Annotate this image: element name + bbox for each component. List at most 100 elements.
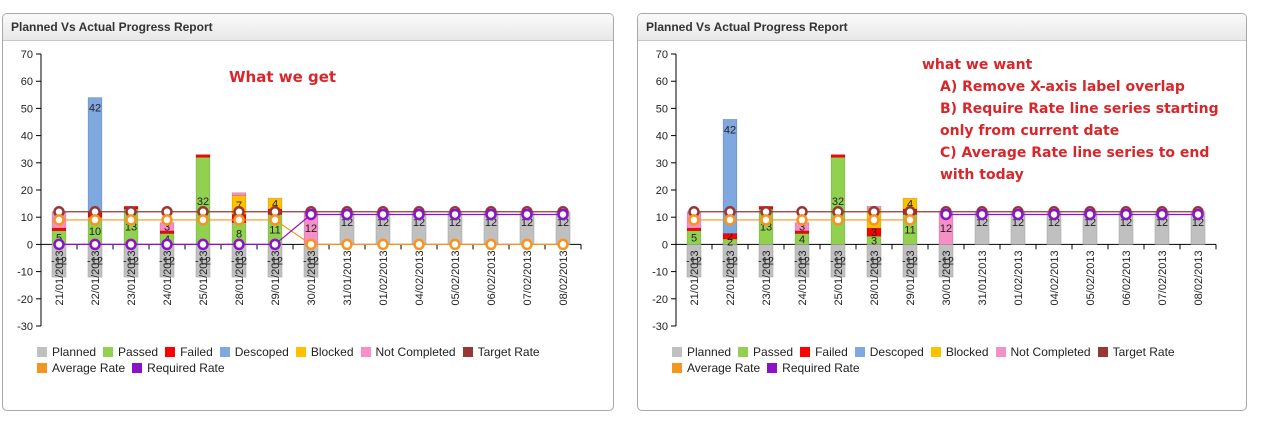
legend-item[interactable]: Average Rate — [37, 360, 125, 376]
bar-label-passed: 3 — [871, 235, 877, 247]
y-tick-label: 30 — [656, 158, 668, 170]
y-tick-label: 70 — [21, 49, 33, 61]
chart-svg: -30-20-10010203040506070-1256-1210242-12… — [17, 49, 582, 333]
marker-required-rate — [341, 208, 353, 221]
legend-label: Planned — [687, 345, 732, 359]
legend-label: Planned — [52, 345, 97, 359]
x-tick-label: 28/01/2013 — [869, 250, 881, 305]
legend-item[interactable]: Passed — [103, 344, 158, 360]
bar-label-planned: -12 — [123, 256, 139, 268]
marker-average-rate — [269, 214, 281, 226]
x-tick-label: 24/01/2013 — [797, 250, 809, 305]
x-tick-label: 30/01/2013 — [306, 250, 318, 305]
legend-item[interactable]: Required Rate — [132, 360, 225, 376]
annotation-line: What we get — [229, 68, 337, 86]
legend-label: Required Rate — [782, 361, 860, 375]
y-tick-label: -10 — [652, 267, 668, 279]
legend-item[interactable]: Not Completed — [995, 344, 1091, 360]
marker-required-rate — [1012, 208, 1024, 221]
y-tick-label: 40 — [656, 131, 668, 143]
legend-item[interactable]: Blocked — [295, 344, 354, 360]
legend-item[interactable]: Descoped — [854, 344, 924, 360]
legend-swatch — [295, 347, 306, 357]
bar-failed — [686, 227, 702, 232]
legend-item[interactable]: Blocked — [930, 344, 989, 360]
legend-item[interactable]: Failed — [165, 344, 213, 360]
legend-swatch — [37, 347, 47, 357]
marker-required-rate — [305, 208, 317, 221]
marker-average-rate — [449, 238, 461, 251]
bar-label-planned: 12 — [1048, 217, 1060, 229]
marker-required-rate — [197, 238, 209, 251]
x-tick-label: 01/02/2013 — [378, 250, 390, 305]
legend-swatch — [767, 363, 778, 373]
x-tick-label: 05/02/2013 — [450, 250, 462, 305]
legend-swatch — [360, 347, 371, 357]
marker-average-rate — [688, 214, 700, 226]
bar-label-planned: 12 — [521, 217, 533, 229]
legend-item[interactable]: Descoped — [219, 344, 289, 360]
legend-swatch — [132, 363, 143, 373]
marker-average-rate — [161, 214, 173, 226]
annotation-line: B) Require Rate line series starting — [940, 101, 1219, 117]
y-tick-label: 50 — [656, 103, 668, 115]
bar-label-passed: 5 — [691, 233, 697, 245]
marker-required-rate — [377, 208, 389, 221]
marker-average-rate — [305, 238, 317, 251]
legend-item[interactable]: Not Completed — [360, 344, 456, 360]
marker-required-rate — [940, 208, 952, 221]
legend-item[interactable]: Average Rate — [672, 360, 760, 376]
bar-label-not-completed: 3 — [799, 222, 805, 234]
bar-label-planned: 12 — [1156, 217, 1168, 229]
bar-label-passed: 11 — [904, 224, 915, 236]
marker-average-rate — [904, 214, 916, 226]
legend-item[interactable]: Target Rate — [462, 344, 540, 360]
legend-label: Passed — [118, 345, 159, 359]
legend-item[interactable]: Passed — [738, 344, 793, 360]
bar-label-passed: 4 — [799, 234, 805, 246]
marker-average-rate — [53, 214, 65, 226]
legend-item[interactable]: Planned — [672, 344, 731, 360]
legend-swatch — [672, 363, 682, 373]
annotation: what we want A) Remove X-axis label overl… — [922, 54, 1219, 186]
bar-label-passed: 32 — [197, 196, 209, 208]
marker-required-rate — [557, 208, 569, 221]
x-tick-label: 25/01/2013 — [833, 250, 845, 305]
legend-label: Average Rate — [52, 361, 126, 375]
bar-label-passed: 32 — [832, 196, 844, 208]
panel-title: Planned Vs Actual Progress Report — [638, 14, 1246, 41]
bar-label-planned: 12 — [413, 217, 425, 229]
legend-item[interactable]: Planned — [37, 344, 96, 360]
marker-average-rate — [724, 214, 736, 226]
annotation-line: A) Remove X-axis label overlap — [940, 79, 1185, 95]
legend-label: Failed — [815, 345, 848, 359]
x-tick-label: 28/01/2013 — [234, 250, 246, 305]
bar-not-completed — [231, 192, 247, 196]
panel-title: Planned Vs Actual Progress Report — [3, 14, 613, 41]
legend-label: Required Rate — [147, 361, 225, 375]
legend-swatch — [37, 363, 47, 373]
legend-item[interactable]: Target Rate — [1097, 344, 1175, 360]
annotation-line: only from current date — [940, 123, 1120, 139]
marker-average-rate — [413, 238, 425, 251]
y-tick-label: 30 — [21, 158, 33, 170]
marker-average-rate — [233, 214, 245, 226]
legend-label: Blocked — [310, 345, 354, 359]
legend-item[interactable]: Required Rate — [767, 360, 860, 376]
bar-failed — [722, 233, 738, 240]
marker-required-rate — [1192, 208, 1204, 221]
chart-panel-wanted: Planned Vs Actual Progress Report -30 -20… — [637, 13, 1247, 411]
legend-swatch — [462, 347, 473, 357]
y-tick-label: 10 — [21, 212, 33, 224]
bar-label-planned: 12 — [341, 217, 353, 229]
bar-label-planned: -12 — [794, 256, 810, 268]
bar-label-passed: 11 — [269, 224, 280, 236]
bar-failed — [51, 227, 67, 232]
marker-average-rate — [485, 238, 497, 251]
marker-required-rate — [125, 238, 137, 251]
legend-item[interactable]: Failed — [800, 344, 848, 360]
y-tick-label: 40 — [21, 131, 33, 143]
y-tick-label: 50 — [21, 103, 33, 115]
bar-label-planned: -12 — [722, 256, 738, 268]
bar-label-not-completed: 12 — [305, 223, 317, 235]
